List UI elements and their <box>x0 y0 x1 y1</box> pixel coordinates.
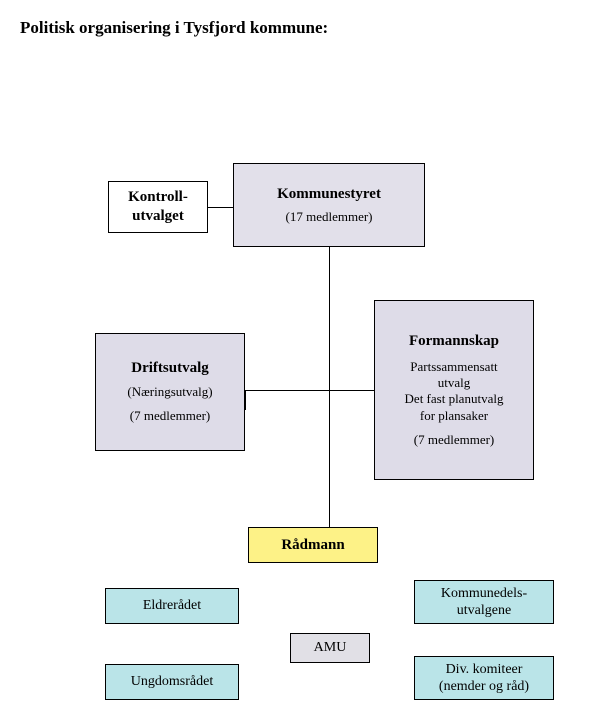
node-amu: AMU <box>290 633 370 663</box>
node-sub-line: Det fast planutvalg <box>405 391 504 407</box>
page-title: Politisk organisering i Tysfjord kommune… <box>20 18 328 38</box>
node-label: Eldrerådet <box>143 597 201 615</box>
node-label-line2: utvalgene <box>457 602 511 620</box>
node-title: Driftsutvalg <box>131 359 209 378</box>
node-title-line2: utvalget <box>132 207 184 226</box>
node-sub-line: Partssammensatt <box>410 359 497 375</box>
node-label-line2: (nemder og råd) <box>439 678 529 696</box>
node-kommunestyret: Kommunestyret (17 medlemmer) <box>233 163 425 247</box>
node-subtitle: (17 medlemmer) <box>286 209 373 225</box>
node-formannskap: Formannskap Partssammensatt utvalg Det f… <box>374 300 534 480</box>
node-label-line1: Kommunedels- <box>441 585 527 603</box>
node-title: Formannskap <box>409 332 499 351</box>
node-title: Rådmann <box>281 536 344 555</box>
node-kommunedelsutvalgene: Kommunedels- utvalgene <box>414 580 554 624</box>
node-label: AMU <box>314 639 347 657</box>
node-label-line1: Div. komiteer <box>446 661 523 679</box>
node-radmann: Rådmann <box>248 527 378 563</box>
connector <box>208 207 233 208</box>
node-members: (7 medlemmer) <box>130 408 211 424</box>
node-driftsutvalg: Driftsutvalg (Næringsutvalg) (7 medlemme… <box>95 333 245 451</box>
node-ungdomsradet: Ungdomsrådet <box>105 664 239 700</box>
connector <box>245 390 246 410</box>
node-title: Kommunestyret <box>277 185 381 204</box>
node-kontrollutvalget: Kontroll- utvalget <box>108 181 208 233</box>
node-sub-line: utvalg <box>438 375 471 391</box>
node-div-komiteer: Div. komiteer (nemder og råd) <box>414 656 554 700</box>
node-members: (7 medlemmer) <box>414 432 495 448</box>
node-eldreradet: Eldrerådet <box>105 588 239 624</box>
connector <box>329 247 330 527</box>
page: Politisk organisering i Tysfjord kommune… <box>0 0 595 724</box>
node-label: Ungdomsrådet <box>131 673 213 691</box>
connector <box>329 390 374 391</box>
node-sub-line: for plansaker <box>420 408 488 424</box>
node-subtitle: (Næringsutvalg) <box>127 384 212 400</box>
node-title: Kontroll- <box>128 188 188 207</box>
